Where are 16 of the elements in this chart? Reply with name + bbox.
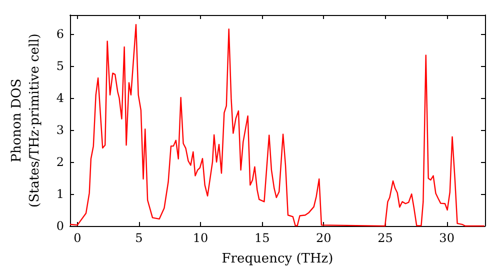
y-tick-label: 0: [56, 219, 64, 233]
y-tick-label: 1: [56, 187, 64, 202]
y-axis-title: Phonon DOS (States/THz·primitive cell): [10, 33, 42, 208]
x-tick-label: 20: [316, 231, 332, 245]
x-tick-label: 15: [254, 231, 270, 245]
x-tick-label: 10: [192, 231, 208, 245]
y-tick-label: 6: [56, 27, 64, 42]
y-tick-label: 3: [56, 123, 64, 138]
y-tick-label: 2: [56, 155, 64, 170]
x-tick-label: 0: [74, 231, 82, 245]
x-axis-title: Frequency (THz): [222, 252, 334, 266]
y-tick-label: 5: [56, 59, 64, 74]
y-tick-label: 4: [56, 91, 64, 106]
x-tick-label: 5: [135, 231, 143, 245]
x-tick-label: 25: [378, 231, 393, 245]
x-tick-label: 30: [439, 231, 454, 245]
